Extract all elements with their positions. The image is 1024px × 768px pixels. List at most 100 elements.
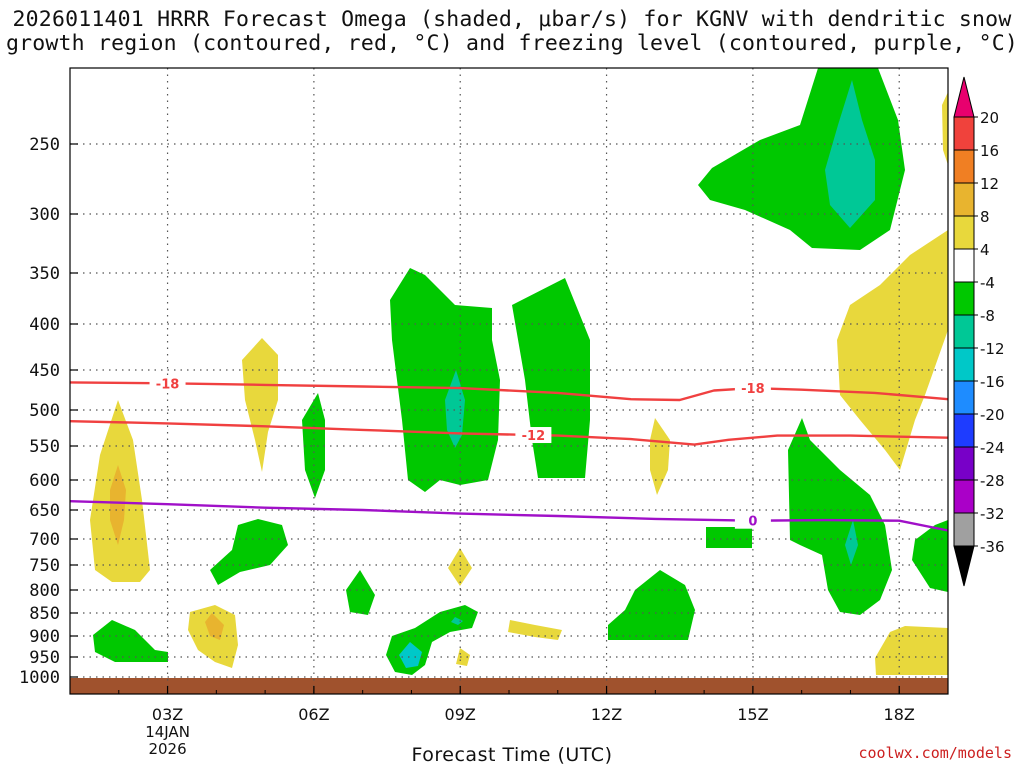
contours: -18 -18 -12 0 (69, 375, 949, 532)
colorbar-label: -8 (980, 307, 995, 325)
y-tick-label: 500 (29, 401, 60, 421)
plot-area: -18 -18 -12 0 (69, 67, 949, 695)
colorbar-bottom-arrow (953, 545, 975, 587)
y-tick-label: 950 (29, 648, 60, 668)
ground-band (70, 678, 948, 694)
y-tick-label: 1000 (19, 668, 60, 688)
colorbar-segment (953, 182, 975, 217)
shade-teal-upper-right (825, 80, 875, 228)
shade-yellow-09z-low (456, 648, 470, 666)
y-tick-label: 250 (29, 135, 60, 155)
colorbar-segment (953, 512, 975, 547)
shade-yellow-13z (650, 418, 670, 495)
x-tick-label: 18Z (884, 705, 915, 724)
shade-green-1630 (788, 418, 892, 615)
shade-green-right-edge (912, 520, 948, 592)
colorbar-segment (953, 380, 975, 415)
y-tick-label: 550 (29, 437, 60, 457)
title-line-1: 2026011401 HRRR Forecast Omega (shaded, … (12, 7, 1012, 32)
shade-teal-0900-low-small (451, 617, 463, 625)
x-tick-label: 15Z (737, 705, 768, 724)
y-tick-label: 750 (29, 556, 60, 576)
colorbar-label: 8 (980, 208, 990, 226)
omega-shading (90, 68, 948, 675)
shade-yellow-09z-diamond (448, 548, 472, 586)
shade-yellow-05z (242, 338, 278, 472)
shade-orange-04z-low (205, 613, 224, 640)
y-tick-label: 700 (29, 530, 60, 550)
colorbar-label: -12 (980, 340, 1005, 358)
shade-yellow-bottom-right (875, 626, 948, 675)
y-tick-label: 400 (29, 315, 60, 335)
colorbar: 20 16 12 8 4 -4 -8 -12 -16 -20 -24 -28 -32 -36 (953, 76, 1005, 587)
y-tick-label: 800 (29, 581, 60, 601)
shade-teal-0900 (445, 370, 465, 448)
contour-label: -18 (156, 377, 180, 392)
y-tick-label: 350 (29, 264, 60, 284)
x-tick-label: 06Z (298, 705, 329, 724)
colorbar-top-arrow (953, 76, 975, 118)
shade-green-05z-low (210, 519, 288, 585)
shade-green-07z (346, 570, 375, 615)
contour-dgz-minus18 (69, 381, 949, 402)
contour-freezing-level (69, 500, 949, 532)
shade-teal-1700 (845, 520, 858, 565)
colorbar-label: -16 (980, 373, 1005, 391)
y-tick-label: 650 (29, 501, 60, 521)
colorbar-segment (953, 281, 975, 316)
colorbar-segment (953, 479, 975, 514)
colorbar-segment (953, 347, 975, 382)
colorbar-label: -20 (980, 406, 1005, 424)
y-tick-label: 450 (29, 361, 60, 381)
x-tick-label: 09Z (445, 705, 476, 724)
colorbar-segment (953, 149, 975, 184)
colorbar-label: 20 (980, 109, 999, 127)
contour-dgz-minus12 (69, 420, 949, 446)
y-tick-label: 900 (29, 627, 60, 647)
shade-yellow-top-edge (942, 92, 948, 165)
y-tick-label: 600 (29, 471, 60, 491)
colorbar-segment (953, 314, 975, 349)
contour-label: -18 (741, 382, 765, 397)
colorbar-segment (953, 413, 975, 448)
x-tick-label: 12Z (591, 705, 622, 724)
colorbar-label: -36 (980, 538, 1005, 556)
colorbar-label: 16 (980, 142, 999, 160)
contour-label: 0 (748, 515, 757, 530)
colorbar-label: -24 (980, 439, 1005, 457)
contour-label-bg (515, 427, 552, 444)
colorbar-segment (953, 116, 975, 151)
colorbar-label: -28 (980, 472, 1005, 490)
colorbar-label: 4 (980, 241, 990, 259)
chart-title: 2026011401 HRRR Forecast Omega (shaded, … (0, 8, 1024, 56)
shade-yellow-10z (508, 620, 562, 640)
contour-label: -12 (522, 429, 546, 444)
shade-orange-02z (110, 465, 126, 545)
shade-green-0830 (390, 268, 500, 492)
shade-green-02z-low (93, 620, 168, 662)
contour-label-bg (734, 380, 771, 397)
x-year-label: 2026 (148, 740, 186, 758)
x-date-label: 14JAN (145, 723, 190, 741)
shade-green-1045 (512, 278, 590, 478)
colorbar-segment (953, 248, 975, 283)
credit-text: coolwx.com/models (858, 744, 1012, 762)
shade-green-13z-low (608, 570, 695, 640)
shade-teal-0830-low (399, 642, 422, 668)
y-axis: 250 300 350 400 450 500 550 600 650 700 750 800 850 9… (19, 135, 78, 688)
colorbar-label: -32 (980, 505, 1005, 523)
colorbar-label: -4 (980, 274, 995, 292)
y-tick-label: 300 (29, 205, 60, 225)
colorbar-label: 12 (980, 175, 999, 193)
colorbar-segment (953, 215, 975, 250)
colorbar-segment (953, 446, 975, 481)
title-line-2: growth region (contoured, red, °C) and f… (5, 31, 1019, 56)
x-tick-label: 03Z (152, 705, 183, 724)
shade-green-15z (706, 527, 752, 548)
contour-label-bg (149, 375, 186, 392)
y-tick-label: 850 (29, 604, 60, 624)
contour-label-bg (734, 512, 771, 529)
shade-yellow-right-mid (837, 230, 948, 470)
